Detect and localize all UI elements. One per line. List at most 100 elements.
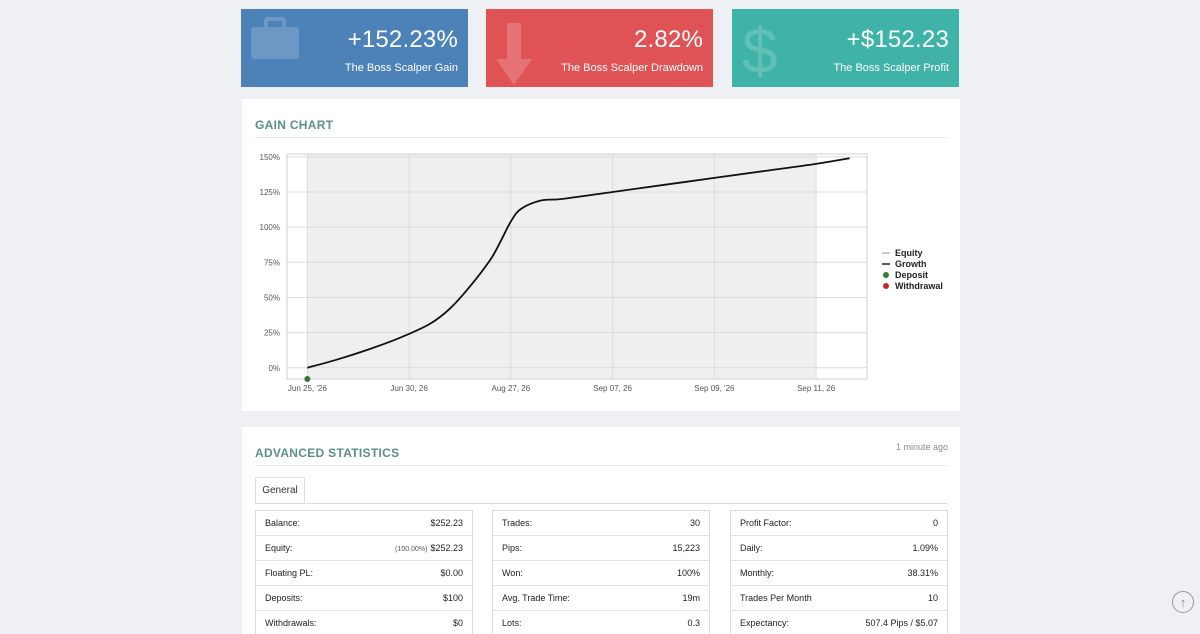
- stat-row: Floating PL: $0.00: [256, 561, 472, 586]
- stat-value: $0.00: [440, 568, 463, 578]
- chart-legend-label: Growth: [895, 259, 927, 269]
- chart-legend-label: Withdrawal: [895, 281, 943, 291]
- chart-series-growth-line: [307, 157, 850, 369]
- gain-chart-title: GAIN CHART: [255, 118, 334, 132]
- stat-value-text: 10: [927, 593, 938, 603]
- tab-underline: [255, 503, 947, 504]
- gain-label: The Boss Scalper Gain: [344, 62, 458, 74]
- stat-label: Withdrawals:: [265, 618, 317, 628]
- chart-y-tick-label: 50%: [264, 293, 280, 302]
- chart-y-tick-label: 25%: [264, 329, 280, 338]
- stat-value-text: 100%: [676, 568, 700, 578]
- stat-row: Pips: 15,223: [493, 536, 709, 561]
- stat-value-text: $252.23: [430, 518, 463, 528]
- briefcase-icon: [251, 17, 299, 59]
- stat-label: Monthly:: [740, 568, 775, 578]
- chart-legend-swatch: [883, 272, 889, 278]
- drawdown-tile: 2.82% The Boss Scalper Drawdown: [486, 9, 713, 87]
- chart-shaded-region: [307, 154, 817, 379]
- chart-y-tick-label: 0%: [268, 364, 280, 373]
- svg-text:$: $: [742, 17, 778, 87]
- stat-label: Deposits:: [265, 593, 303, 603]
- stat-label: Equity:: [265, 543, 293, 553]
- gain-chart[interactable]: 0% 25% 50% 75% 100% 125% 150% Jun 25, '26 Jun 30…: [242, 99, 960, 411]
- stat-label: Avg. Trade Time:: [502, 593, 570, 603]
- chart-x-tick-label: Jun 25, '26: [288, 384, 327, 393]
- drawdown-value: 2.82%: [633, 26, 703, 53]
- divider: [255, 465, 947, 466]
- gain-value: +152.23%: [347, 26, 458, 53]
- stat-value: 1.09%: [912, 543, 938, 553]
- stat-label: Profit Factor:: [740, 518, 792, 528]
- stat-row: Equity: (100.00%) $252.23: [256, 536, 472, 561]
- stat-row: Withdrawals: $0: [256, 611, 472, 634]
- chart-y-tick-label: 150%: [260, 153, 280, 162]
- stat-value-text: $252.23: [430, 543, 463, 553]
- stat-value-text: 1.09%: [912, 543, 938, 553]
- stat-row: Trades Per Month 10: [731, 586, 947, 611]
- chart-legend-swatch: [883, 283, 889, 289]
- stat-note: (100.00%): [395, 546, 428, 553]
- advanced-statistics-panel: ADVANCED STATISTICS 1 minute ago General…: [242, 427, 960, 634]
- stat-label: Floating PL:: [265, 568, 314, 578]
- stat-row: Avg. Trade Time: 19m: [493, 586, 709, 611]
- advanced-statistics-title: ADVANCED STATISTICS: [255, 446, 400, 460]
- stat-value: 10: [928, 593, 938, 603]
- stat-value-text: 0.3: [687, 618, 700, 628]
- chart-legend-label: Deposit: [895, 270, 928, 280]
- stat-value: 15,223: [672, 543, 700, 553]
- stat-label: Trades:: [502, 518, 533, 528]
- stat-row: Trades: 30: [493, 511, 709, 536]
- stat-value: 30: [690, 518, 700, 528]
- stat-value: $0: [453, 618, 463, 628]
- profit-value: +$152.23: [846, 26, 949, 53]
- chart-x-tick-label: Sep 07, 26: [593, 384, 632, 393]
- stat-label: Lots:: [502, 618, 522, 628]
- gain-tile: +152.23% The Boss Scalper Gain: [241, 9, 468, 87]
- chart-x-tick-label: Jun 30, 26: [390, 384, 428, 393]
- stat-row: Daily: 1.09%: [731, 536, 947, 561]
- stat-value: $252.23: [430, 518, 463, 528]
- chart-plot-border: [286, 153, 868, 380]
- profit-tile: $ +$152.23 The Boss Scalper Profit: [732, 9, 959, 87]
- stat-row: Profit Factor: 0: [731, 511, 947, 536]
- divider: [255, 137, 947, 138]
- arrow-up-circle-icon[interactable]: ↑: [1172, 591, 1194, 613]
- stat-value-text: $0: [452, 618, 463, 628]
- stat-value-text: 30: [689, 518, 700, 528]
- stats-column-account: Balance: $252.23 Equity: (100.00%) $252.23 Fl…: [255, 510, 473, 634]
- chart-x-tick-label: Sep 09, '26: [694, 384, 735, 393]
- stat-row: Expectancy: 507.4 Pips / $5.07: [731, 611, 947, 634]
- stat-value-text: $100: [442, 593, 463, 603]
- stat-value: 100%: [677, 568, 700, 578]
- chart-x-tick-label: Sep 11, 26: [797, 384, 836, 393]
- arrow-down-icon: [496, 23, 532, 85]
- gain-chart-panel: GAIN CHART 0% 25% 50% 75% 100% 125% 150% Jun 25…: [242, 99, 960, 411]
- dollar-icon: $: [742, 17, 778, 87]
- stat-row: Won: 100%: [493, 561, 709, 586]
- stat-label: Pips:: [502, 543, 523, 553]
- stat-label: Daily:: [740, 543, 763, 553]
- drawdown-label: The Boss Scalper Drawdown: [561, 62, 703, 74]
- stat-label: Balance:: [265, 518, 301, 528]
- stat-value-text: 19m: [682, 593, 700, 603]
- stats-column-trades: Trades: 30 Pips: 15,223 Won: 100% Avg. Trade T…: [492, 510, 710, 634]
- chart-y-tick-label: 100%: [260, 223, 280, 232]
- stat-row: Lots: 0.3: [493, 611, 709, 634]
- tab-general[interactable]: General: [255, 477, 305, 504]
- profit-label: The Boss Scalper Profit: [833, 62, 949, 74]
- stat-value-text: $0.00: [440, 568, 463, 578]
- chart-y-tick-label: 125%: [260, 188, 280, 197]
- chart-y-tick-label: 75%: [264, 258, 280, 267]
- stat-value: (100.00%) $252.23: [395, 543, 463, 553]
- stat-value: 0: [933, 518, 938, 528]
- stats-column-performance: Profit Factor: 0 Daily: 1.09% Monthly: 38.31%…: [730, 510, 948, 634]
- chart-legend-label: Equity: [895, 248, 923, 258]
- stat-value: 0.3: [687, 618, 700, 628]
- stat-value: 38.31%: [907, 568, 938, 578]
- last-updated-label: 1 minute ago: [895, 442, 948, 452]
- stat-row: Balance: $252.23: [256, 511, 472, 536]
- stat-label: Expectancy:: [740, 618, 790, 628]
- stat-label: Won:: [502, 568, 523, 578]
- stat-value: 19m: [682, 593, 700, 603]
